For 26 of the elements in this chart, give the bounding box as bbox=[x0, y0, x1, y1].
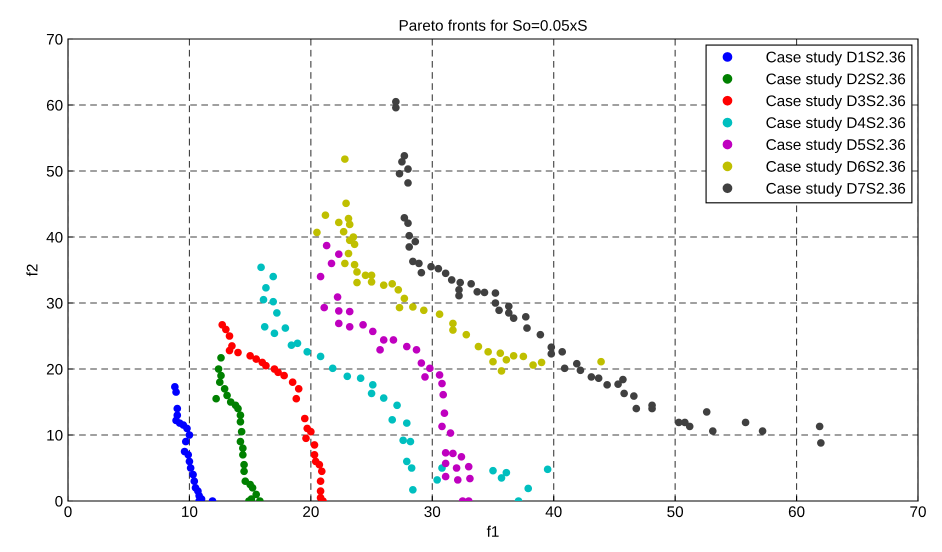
x-axis-title: f1 bbox=[486, 526, 499, 537]
x-tick-label: 70 bbox=[910, 506, 926, 518]
legend-label: Case study D4S2.36 bbox=[766, 116, 906, 132]
chart-title: Pareto fronts for So=0.05xS bbox=[400, 20, 587, 31]
y-tick-label: 0 bbox=[55, 496, 63, 507]
y-tick-label: 30 bbox=[46, 298, 63, 309]
x-tick-label: 20 bbox=[303, 506, 319, 518]
y-tick-label: 50 bbox=[46, 166, 63, 177]
y-tick-label: 20 bbox=[46, 364, 63, 375]
y-tick-label: 40 bbox=[46, 232, 63, 243]
y-tick-label: 70 bbox=[46, 34, 63, 45]
legend-label: Case study D1S2.36 bbox=[766, 51, 906, 66]
legend-label: Case study D7S2.36 bbox=[766, 182, 906, 197]
x-tick-label: 50 bbox=[667, 506, 684, 518]
x-tick-label: 0 bbox=[64, 506, 72, 518]
legend-label: Case study D2S2.36 bbox=[766, 73, 906, 88]
x-tick-label: 60 bbox=[788, 506, 804, 518]
x-tick-label: 10 bbox=[182, 506, 198, 518]
legend-label: Case study D5S2.36 bbox=[766, 138, 906, 153]
legend-label: Case study D3S2.36 bbox=[766, 94, 906, 110]
y-axis-title: f2 bbox=[26, 264, 38, 276]
legend-label: Case study D6S2.36 bbox=[766, 160, 906, 175]
x-tick-label: 40 bbox=[546, 506, 562, 518]
y-tick-label: 60 bbox=[46, 100, 63, 111]
x-tick-label: 30 bbox=[424, 506, 440, 518]
y-tick-label: 10 bbox=[47, 430, 63, 441]
